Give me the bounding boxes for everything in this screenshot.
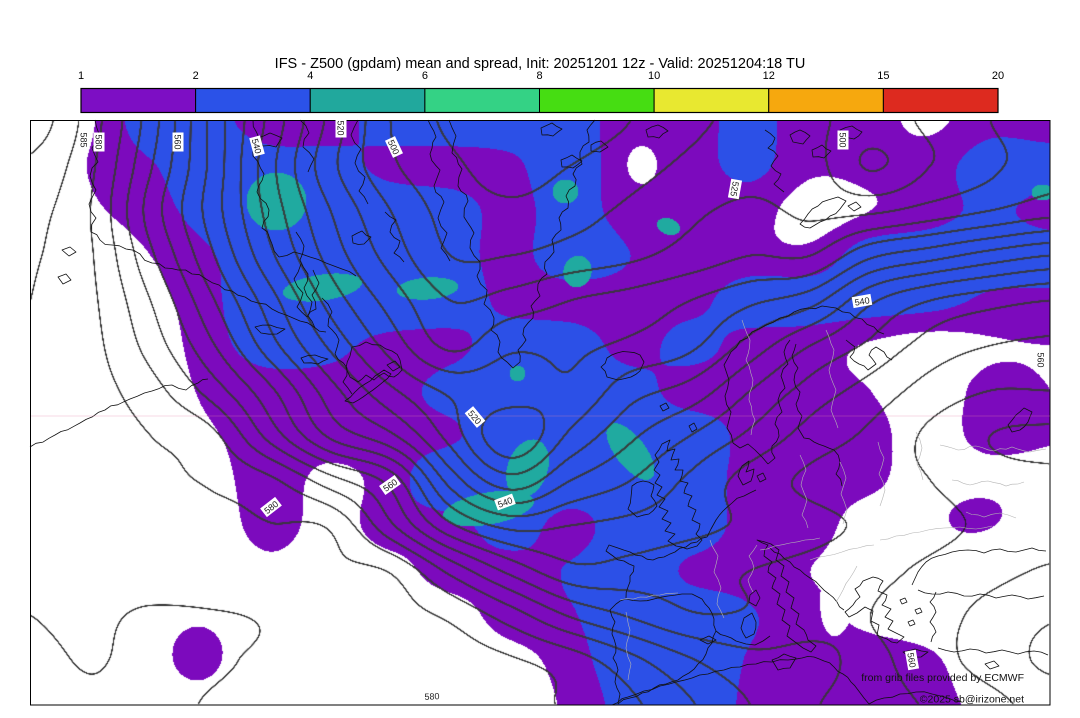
svg-text:520: 520 xyxy=(336,120,346,135)
svg-text:540: 540 xyxy=(250,138,264,155)
svg-text:525: 525 xyxy=(728,181,740,198)
svg-text:15: 15 xyxy=(877,70,889,82)
svg-text:10: 10 xyxy=(648,70,660,82)
svg-text:12: 12 xyxy=(763,70,775,82)
svg-text:1: 1 xyxy=(78,70,84,82)
svg-text:20: 20 xyxy=(992,70,1004,82)
svg-text:©2025 sb@irizone.net: ©2025 sb@irizone.net xyxy=(920,694,1024,706)
svg-text:500: 500 xyxy=(838,132,848,147)
svg-text:IFS - Z500 (gpdam) mean and sp: IFS - Z500 (gpdam) mean and spread, Init… xyxy=(275,56,806,72)
svg-text:580: 580 xyxy=(424,691,440,702)
svg-text:8: 8 xyxy=(536,70,542,82)
svg-text:560: 560 xyxy=(1036,352,1046,367)
svg-text:6: 6 xyxy=(422,70,428,82)
svg-text:540: 540 xyxy=(496,495,514,510)
svg-text:from grib files provided by EC: from grib files provided by ECMWF xyxy=(861,672,1024,684)
svg-text:4: 4 xyxy=(307,70,313,82)
svg-text:540: 540 xyxy=(854,295,871,307)
svg-text:560: 560 xyxy=(173,134,183,149)
svg-text:560: 560 xyxy=(905,652,917,669)
svg-text:2: 2 xyxy=(193,70,199,82)
svg-text:585: 585 xyxy=(79,132,89,147)
svg-text:580: 580 xyxy=(94,134,104,149)
